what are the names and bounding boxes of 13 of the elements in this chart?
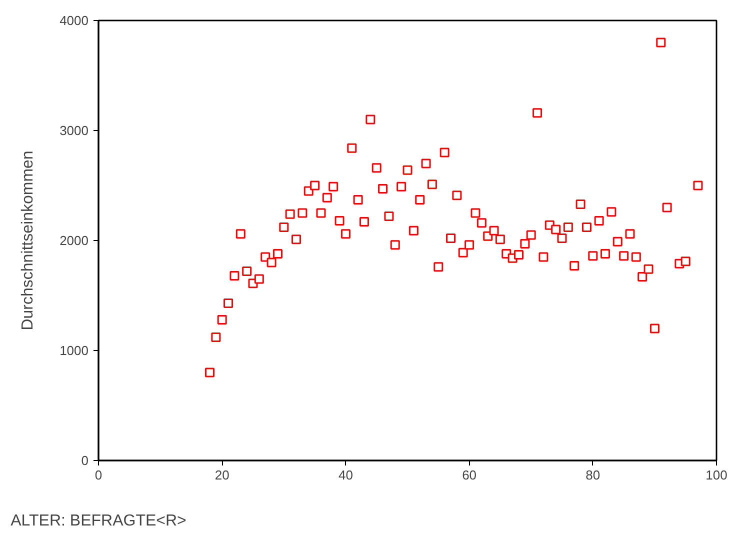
y-tick-label: 3000 <box>60 123 88 138</box>
x-tick-label: 0 <box>94 468 102 482</box>
x-tick-label: 80 <box>586 468 600 482</box>
y-tick-label: 1000 <box>60 343 88 358</box>
x-tick-label: 60 <box>462 468 477 482</box>
y-tick-label: 4000 <box>60 13 88 28</box>
x-tick-label: 40 <box>338 468 353 482</box>
y-tick-label: 0 <box>81 453 89 468</box>
x-axis-title: ALTER: BEFRAGTE<R> <box>10 512 186 530</box>
y-axis-title: Durchschnittseinkommen <box>20 150 37 330</box>
x-tick-label: 100 <box>706 468 728 482</box>
x-tick-label: 20 <box>214 468 230 482</box>
y-tick-label: 2000 <box>60 233 88 248</box>
